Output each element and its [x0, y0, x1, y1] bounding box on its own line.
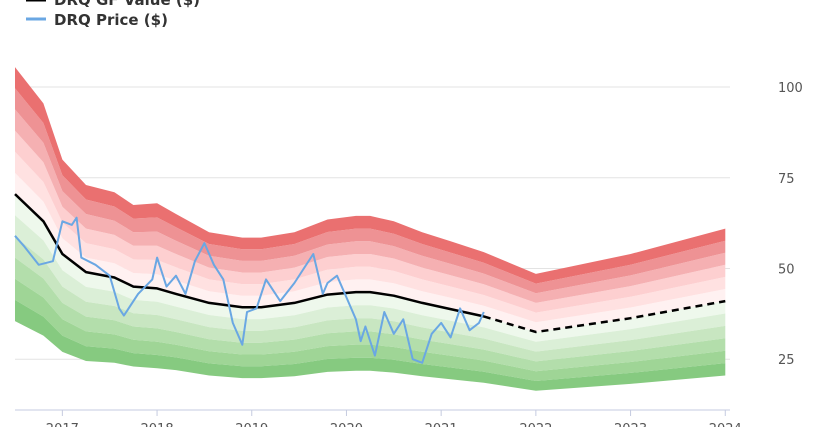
undervalued-band-1 [15, 194, 726, 342]
gf-value-line [14, 193, 485, 318]
x-tick-label-2022: 2022 [519, 422, 552, 427]
legend-label-gf-value: DRQ GF Value ($) [54, 0, 200, 9]
price-line [14, 216, 485, 364]
tick-labels: 25 50 75 100 2017 2018 2019 2020 2021 2022 2023 202… [46, 81, 803, 427]
legend-label-price: DRQ Price ($) [54, 11, 168, 29]
y-tick-label-100: 100 [778, 81, 803, 96]
overvalued-band-6 [15, 67, 726, 284]
overvalued-band-1 [15, 172, 726, 332]
legend: DRQ GF Value ($) DRQ Price ($) [26, 0, 200, 29]
undervalued-band-6 [15, 299, 726, 391]
undervalued-band-3 [15, 236, 726, 362]
x-tick-label-2021: 2021 [425, 422, 458, 427]
y-tick-label-25: 25 [778, 353, 795, 368]
overvalued-band-4 [15, 109, 726, 303]
overvalued-band-2 [15, 151, 726, 323]
series-lines [14, 193, 726, 364]
undervalued-band-4 [15, 257, 726, 372]
x-tick-label-2017: 2017 [46, 422, 79, 427]
x-tick-label-2023: 2023 [614, 422, 647, 427]
x-tick-label-2019: 2019 [235, 422, 268, 427]
overvalued-band-5 [15, 88, 726, 294]
gf-value-projection-line [483, 299, 726, 334]
undervalued-band-5 [15, 278, 726, 381]
x-tick-label-2020: 2020 [330, 422, 363, 427]
undervalued-band-2 [15, 215, 726, 352]
y-tick-label-50: 50 [778, 262, 795, 277]
x-tick-label-2018: 2018 [141, 422, 174, 427]
y-tick-label-75: 75 [778, 172, 795, 187]
x-tick-label-2024: 2024 [709, 422, 742, 427]
